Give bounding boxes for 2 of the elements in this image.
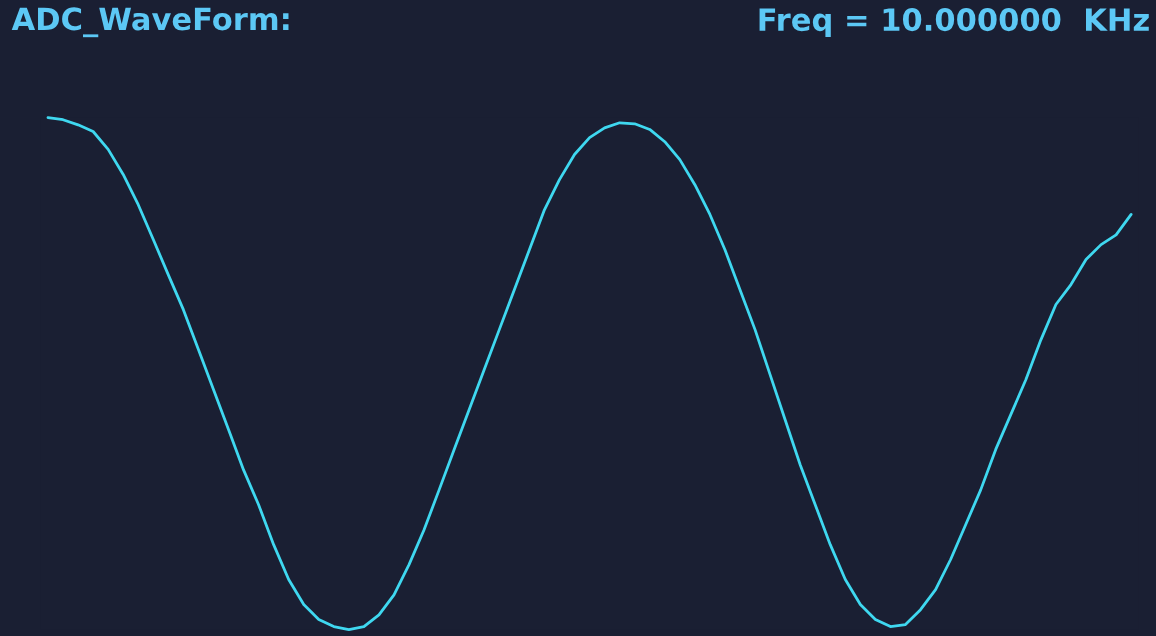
chart-subtitle: Freq = 10.000000 KHz	[759, 8, 1149, 38]
chart-title: ADC_WaveForm:	[11, 7, 289, 38]
